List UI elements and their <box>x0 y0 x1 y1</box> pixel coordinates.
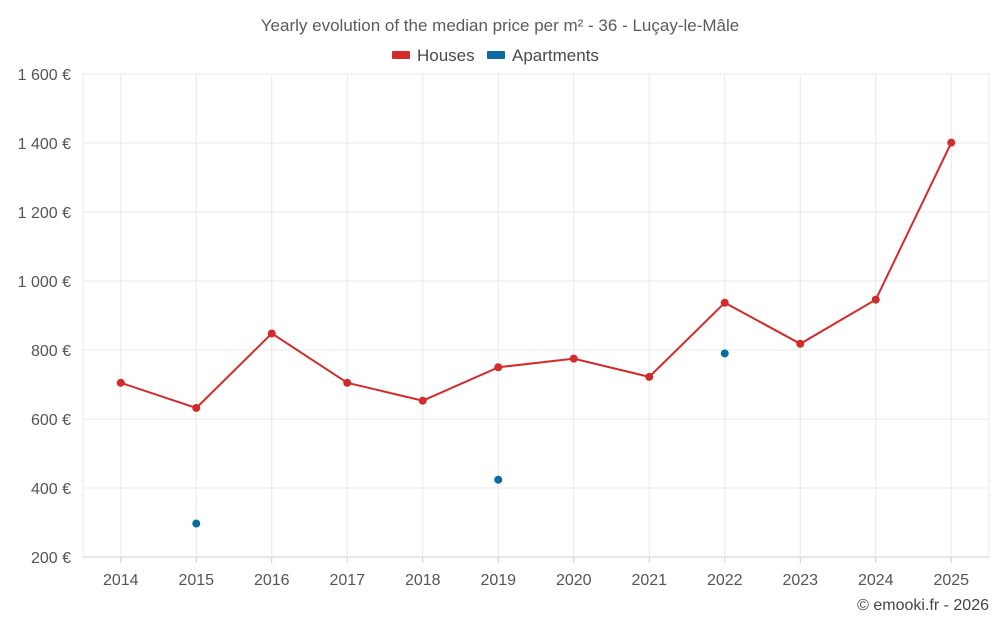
axes: 200 € 400 € 600 € 800 € 1 000 € 1 200 € 1 400 … <box>18 67 970 589</box>
data-point-houses-2021[interactable] <box>645 372 654 381</box>
y-tick-label: 800 € <box>31 343 71 360</box>
y-tick-label: 200 € <box>31 550 71 567</box>
series <box>116 138 956 528</box>
x-tick-label: 2016 <box>254 572 290 589</box>
credit-text: © emooki.fr - 2026 <box>857 597 989 614</box>
x-tick-label: 2021 <box>631 572 667 589</box>
y-tick-label: 1 000 € <box>18 274 71 291</box>
y-tick-label: 1 200 € <box>18 205 71 222</box>
legend-swatch-houses <box>392 51 410 59</box>
data-point-apartments-2022[interactable] <box>720 349 729 358</box>
y-tick-label: 400 € <box>31 481 71 498</box>
data-point-houses-2018[interactable] <box>418 396 427 405</box>
y-tick-label: 1 400 € <box>18 136 71 153</box>
data-point-houses-2025[interactable] <box>947 138 956 147</box>
legend-item-apartments[interactable]: Apartments <box>487 46 599 65</box>
data-point-houses-2017[interactable] <box>343 378 352 387</box>
x-tick-label: 2015 <box>178 572 214 589</box>
legend-label-apartments: Apartments <box>512 46 599 65</box>
data-point-houses-2023[interactable] <box>796 339 805 348</box>
legend: Houses Apartments <box>392 46 599 65</box>
legend-swatch-apartments <box>487 51 505 59</box>
chart-title: Yearly evolution of the median price per… <box>261 16 739 35</box>
x-tick-label: 2017 <box>329 572 365 589</box>
data-point-houses-2024[interactable] <box>871 295 880 304</box>
x-tick-label: 2014 <box>103 572 139 589</box>
legend-item-houses[interactable]: Houses <box>392 46 475 65</box>
data-point-apartments-2015[interactable] <box>192 519 201 528</box>
data-point-houses-2020[interactable] <box>569 354 578 363</box>
data-point-apartments-2019[interactable] <box>494 475 503 484</box>
data-point-houses-2022[interactable] <box>720 298 729 307</box>
x-tick-label: 2024 <box>858 572 894 589</box>
y-tick-label: 1 600 € <box>18 67 71 84</box>
data-point-houses-2016[interactable] <box>267 329 276 338</box>
x-tick-label: 2018 <box>405 572 441 589</box>
data-point-houses-2014[interactable] <box>116 378 125 387</box>
series-line-houses <box>120 142 953 410</box>
data-point-houses-2015[interactable] <box>192 403 201 412</box>
legend-label-houses: Houses <box>417 46 475 65</box>
x-tick-label: 2023 <box>782 572 818 589</box>
x-tick-label: 2022 <box>707 572 743 589</box>
x-tick-label: 2025 <box>933 572 969 589</box>
data-point-houses-2019[interactable] <box>494 363 503 372</box>
y-tick-label: 600 € <box>31 412 71 429</box>
x-tick-label: 2019 <box>480 572 516 589</box>
grid <box>82 73 990 558</box>
x-tick-label: 2020 <box>556 572 592 589</box>
